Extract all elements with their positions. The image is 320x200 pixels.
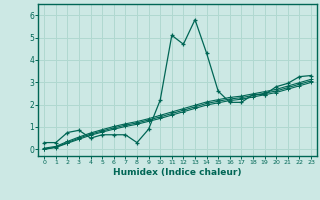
X-axis label: Humidex (Indice chaleur): Humidex (Indice chaleur): [113, 168, 242, 177]
